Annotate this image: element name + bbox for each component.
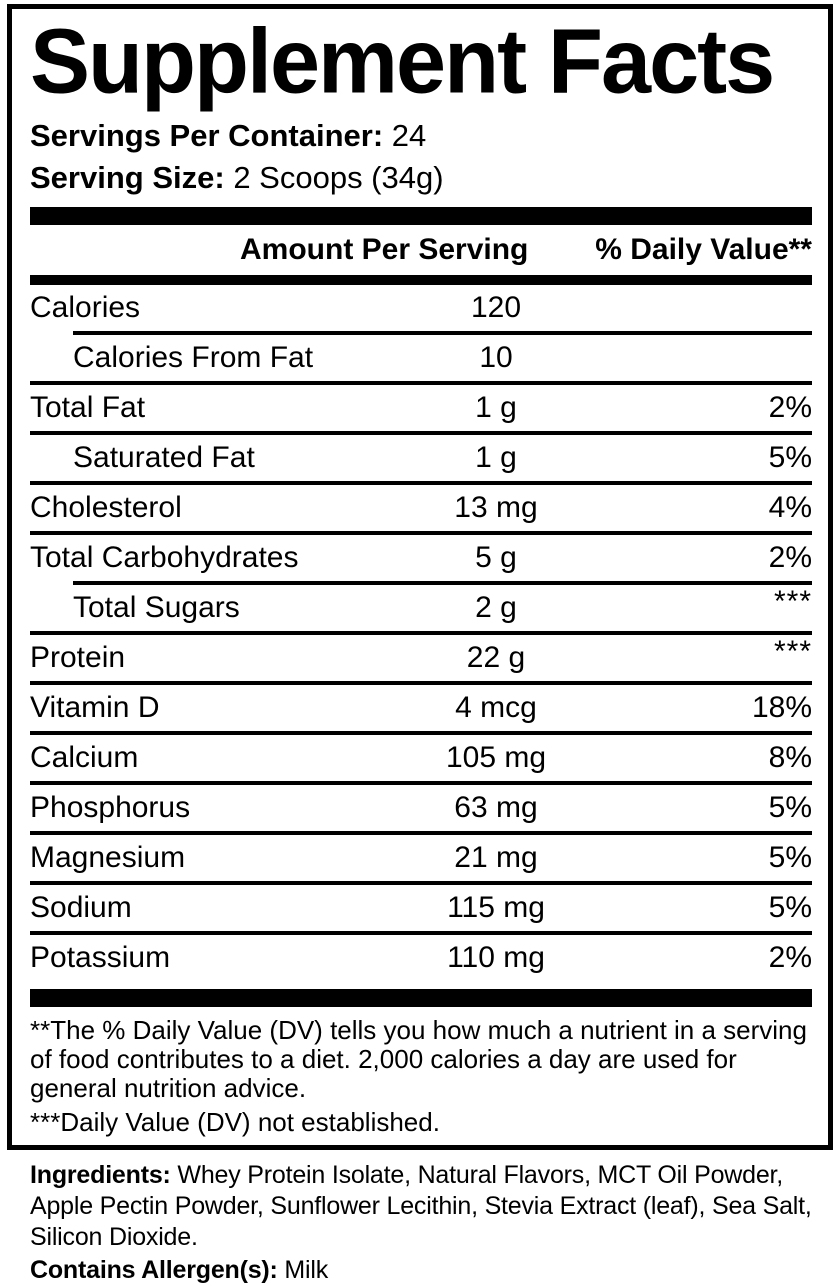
row-divider — [73, 330, 812, 335]
nutrient-row: Calories 120 — [30, 285, 812, 331]
footnotes: **The % Daily Value (DV) tells you how m… — [30, 1014, 812, 1138]
nutrient-row: Calcium 105 mg 8% — [30, 735, 812, 781]
separator-bar-header — [30, 274, 812, 285]
row-divider — [73, 580, 812, 585]
nutrient-name: Sodium — [30, 890, 132, 924]
nutrient-daily-value: 5% — [768, 790, 812, 824]
row-divider — [30, 630, 812, 635]
allergen-line: Contains Allergen(s): Milk — [30, 1255, 825, 1286]
nutrient-name: Potassium — [30, 940, 171, 974]
panel-title: Supplement Facts — [30, 10, 775, 113]
daily-value-header: % Daily Value** — [595, 232, 812, 266]
servings-per-container: Servings Per Container: 24 — [30, 115, 812, 157]
row-divider — [30, 830, 812, 835]
nutrient-name: Magnesium — [30, 840, 186, 874]
nutrient-row: Protein 22 g *** — [30, 635, 812, 681]
daily-value-footnote: **The % Daily Value (DV) tells you how m… — [30, 1014, 807, 1104]
row-divider — [30, 530, 812, 535]
table-header-row: Amount Per Serving % Daily Value** — [30, 225, 812, 275]
nutrient-amount: 63 mg — [454, 790, 538, 824]
nutrient-name: Calcium — [30, 740, 139, 774]
nutrient-row: Magnesium 21 mg 5% — [30, 835, 812, 881]
serving-size: Serving Size: 2 Scoops (34g) — [30, 157, 812, 199]
nutrient-daily-value: 2% — [768, 540, 812, 574]
nutrient-daily-value: 5% — [768, 840, 812, 874]
nutrient-row: Sodium 115 mg 5% — [30, 885, 812, 931]
servings-per-container-value: 24 — [391, 117, 427, 153]
row-divider — [30, 480, 812, 485]
nutrient-name: Calories From Fat — [73, 340, 314, 374]
ingredients-value: Whey Protein Isolate, Natural Flavors, M… — [30, 1161, 812, 1251]
row-divider — [30, 880, 812, 885]
nutrient-row: Total Carbohydrates 5 g 2% — [30, 535, 812, 581]
nutrient-amount: 10 — [479, 340, 513, 374]
nutrient-amount: 1 g — [475, 440, 517, 474]
row-divider — [30, 730, 812, 735]
servings-per-container-label: Servings Per Container: — [30, 117, 384, 153]
nutrient-name: Cholesterol — [30, 490, 182, 524]
row-divider — [30, 930, 812, 935]
nutrient-amount: 2 g — [475, 590, 517, 624]
nutrient-row: Calories From Fat 10 — [30, 335, 812, 381]
nutrient-row: Potassium 110 mg 2% — [30, 935, 812, 981]
separator-bar-top — [30, 206, 812, 225]
nutrient-name: Saturated Fat — [73, 440, 255, 474]
nutrient-row: Cholesterol 13 mg 4% — [30, 485, 812, 531]
nutrient-row: Vitamin D 4 mcg 18% — [30, 685, 812, 731]
ingredients-line: Ingredients: Whey Protein Isolate, Natur… — [30, 1160, 825, 1253]
row-divider — [30, 430, 812, 435]
row-divider — [30, 380, 812, 385]
nutrient-row: Saturated Fat 1 g 5% — [30, 435, 812, 481]
nutrient-amount: 120 — [470, 290, 522, 324]
nutrient-amount: 13 mg — [454, 490, 538, 524]
nutrient-row: Phosphorus 63 mg 5% — [30, 785, 812, 831]
nutrient-name: Total Fat — [30, 390, 146, 424]
nutrient-daily-value: *** — [773, 634, 812, 668]
serving-info: Servings Per Container: 24 Serving Size:… — [30, 115, 812, 199]
not-established-footnote: ***Daily Value (DV) not established. — [30, 1106, 440, 1137]
nutrient-amount: 1 g — [475, 390, 517, 424]
nutrient-name: Phosphorus — [30, 790, 191, 824]
nutrient-amount: 21 mg — [454, 840, 538, 874]
nutrient-row: Total Fat 1 g 2% — [30, 385, 812, 431]
nutrient-name: Protein — [30, 640, 126, 674]
nutrient-amount: 5 g — [475, 540, 517, 574]
nutrient-daily-value: 8% — [768, 740, 812, 774]
nutrient-daily-value: 18% — [751, 690, 812, 724]
nutrient-row: Total Sugars 2 g *** — [30, 585, 812, 631]
ingredients-label: Ingredients: — [30, 1161, 171, 1189]
nutrient-name: Calories — [30, 290, 141, 324]
nutrient-daily-value: *** — [773, 584, 812, 618]
nutrient-name: Vitamin D — [30, 690, 160, 724]
nutrient-amount: 22 g — [466, 640, 526, 674]
nutrient-daily-value: 2% — [768, 390, 812, 424]
serving-size-label: Serving Size: — [30, 159, 225, 195]
separator-bar-bottom — [30, 988, 812, 1007]
nutrient-amount: 105 mg — [445, 740, 547, 774]
nutrient-name: Total Carbohydrates — [30, 540, 299, 574]
supplement-facts-panel: Supplement Facts Servings Per Container:… — [7, 4, 833, 1150]
nutrient-daily-value: 5% — [768, 890, 812, 924]
amount-per-serving-header: Amount Per Serving — [240, 232, 529, 266]
allergen-label: Contains Allergen(s): — [30, 1256, 278, 1284]
nutrient-daily-value: 2% — [768, 940, 812, 974]
nutrient-amount: 4 mcg — [455, 690, 537, 724]
row-divider — [30, 780, 812, 785]
nutrient-daily-value: 4% — [768, 490, 812, 524]
nutrient-rows: Calories 120 Calories From Fat 10 Total … — [30, 285, 812, 981]
row-divider — [30, 680, 812, 685]
serving-size-value: 2 Scoops (34g) — [233, 159, 444, 195]
nutrient-name: Total Sugars — [73, 590, 240, 624]
nutrient-amount: 110 mg — [447, 940, 545, 974]
nutrient-daily-value: 5% — [768, 440, 812, 474]
allergen-value: Milk — [277, 1256, 329, 1284]
ingredients-section: Ingredients: Whey Protein Isolate, Natur… — [30, 1160, 825, 1286]
nutrient-amount: 115 mg — [447, 890, 545, 924]
